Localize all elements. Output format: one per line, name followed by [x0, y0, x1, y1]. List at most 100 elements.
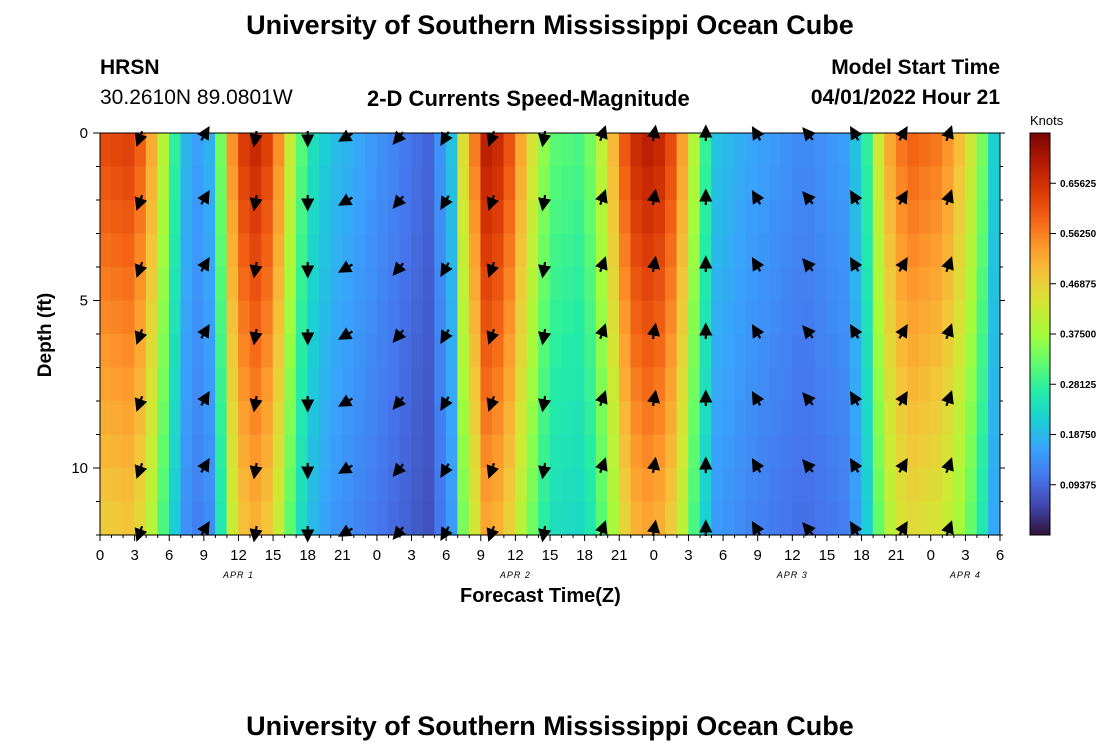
heatmap-cell — [238, 468, 251, 503]
heatmap-cell — [561, 200, 574, 235]
heatmap-cell — [168, 434, 182, 469]
current-arrow — [802, 522, 816, 537]
heatmap-cell — [480, 468, 493, 503]
heatmap-cell — [918, 434, 932, 469]
heatmap-cell — [942, 233, 955, 268]
heatmap-cell — [884, 267, 897, 302]
heatmap-cell — [215, 334, 228, 369]
heatmap-cell — [815, 133, 828, 168]
heatmap-cell — [272, 468, 285, 503]
heatmap-cell — [872, 501, 885, 536]
heatmap-cell — [768, 367, 782, 402]
heatmap-cell — [642, 501, 655, 536]
heatmap-cell — [872, 300, 885, 335]
heatmap-cell — [353, 401, 366, 436]
heatmap-cell — [445, 133, 458, 168]
x-tick-label: 3 — [130, 547, 138, 564]
heatmap-cell — [503, 300, 516, 335]
heatmap-cell — [422, 166, 435, 201]
heatmap-cell — [976, 200, 989, 235]
heatmap-cell — [792, 300, 805, 335]
heatmap-cell — [988, 468, 1001, 503]
heatmap-cell — [722, 401, 735, 436]
heatmap-cell — [918, 200, 932, 235]
heatmap-cell — [318, 334, 332, 369]
heatmap-cell — [215, 133, 228, 168]
heatmap-cell — [145, 200, 158, 235]
heatmap-cell — [815, 200, 828, 235]
heatmap-cell — [607, 434, 620, 469]
heatmap-cell — [111, 401, 124, 436]
colorbar-tick-label: 0.65625 — [1060, 179, 1097, 190]
heatmap-cell — [965, 233, 978, 268]
heatmap-cell — [226, 334, 239, 369]
heatmap-cell — [353, 334, 366, 369]
heatmap-cell — [676, 133, 689, 168]
heatmap-cell — [330, 501, 343, 536]
colorbar-tick-label: 0.28125 — [1060, 380, 1097, 391]
heatmap-cell — [411, 501, 424, 536]
heatmap-cell — [665, 233, 678, 268]
heatmap-cell — [365, 166, 378, 201]
heatmap-cell — [192, 367, 205, 402]
heatmap-cell — [272, 200, 285, 235]
heatmap-cell — [549, 166, 562, 201]
current-arrow — [751, 390, 765, 406]
heatmap-cell — [849, 200, 862, 235]
heatmap-cell — [953, 133, 966, 168]
current-arrow — [249, 194, 263, 212]
heatmap-cell — [988, 233, 1001, 268]
heatmap-cell — [549, 300, 562, 335]
current-arrow — [751, 520, 765, 536]
heatmap-cell — [861, 166, 874, 201]
heatmap-cell — [330, 133, 343, 168]
heatmap-cell — [572, 133, 585, 168]
colorbar-body — [1029, 132, 1051, 536]
heatmap-cell — [780, 501, 793, 536]
heatmap-cell — [330, 200, 343, 235]
heatmap-cell — [930, 468, 943, 503]
heatmap-cell — [226, 166, 239, 201]
heatmap-cell — [745, 133, 758, 168]
x-tick-label: 0 — [927, 547, 935, 564]
heatmap-cell — [457, 267, 470, 302]
y-tick-label: 0 — [80, 125, 88, 142]
heatmap-cell — [930, 200, 943, 235]
heatmap-cell — [134, 367, 147, 402]
station-coordinates: 30.2610N 89.0801W — [100, 86, 293, 109]
heatmap-cell — [757, 233, 770, 268]
heatmap-cell — [122, 166, 135, 201]
heatmap-cell — [630, 501, 643, 536]
heatmap-cell — [457, 401, 470, 436]
heatmap-cell — [318, 501, 332, 536]
heatmap-cell — [618, 300, 632, 335]
heatmap-cell — [503, 434, 516, 469]
heatmap-cell — [157, 300, 170, 335]
heatmap-cell — [330, 434, 343, 469]
heatmap-cell — [99, 334, 112, 369]
heatmap-cell — [711, 300, 724, 335]
heatmap-cell — [468, 133, 482, 168]
heatmap-cell — [676, 233, 689, 268]
heatmap-cell — [757, 300, 770, 335]
heatmap-cell — [307, 434, 320, 469]
heatmap-cell — [157, 468, 170, 503]
second-page-title: University of Southern Mississippi Ocean… — [246, 711, 854, 741]
heatmap-cell — [907, 434, 920, 469]
current-arrow — [941, 189, 954, 206]
heatmap-cell — [272, 233, 285, 268]
heatmap-cell — [192, 166, 205, 201]
heatmap-cell — [561, 401, 574, 436]
heatmap-cell — [699, 200, 712, 235]
heatmap-cell — [492, 401, 505, 436]
heatmap-cell — [561, 468, 574, 503]
heatmap-cell — [722, 166, 735, 201]
heatmap-cell — [572, 367, 585, 402]
heatmap-cell — [988, 300, 1001, 335]
heatmap-cell — [445, 233, 458, 268]
heatmap-cell — [838, 468, 851, 503]
heatmap-cell — [918, 367, 932, 402]
heatmap-cell — [665, 434, 678, 469]
heatmap-cell — [895, 200, 908, 235]
current-arrow — [337, 524, 353, 537]
